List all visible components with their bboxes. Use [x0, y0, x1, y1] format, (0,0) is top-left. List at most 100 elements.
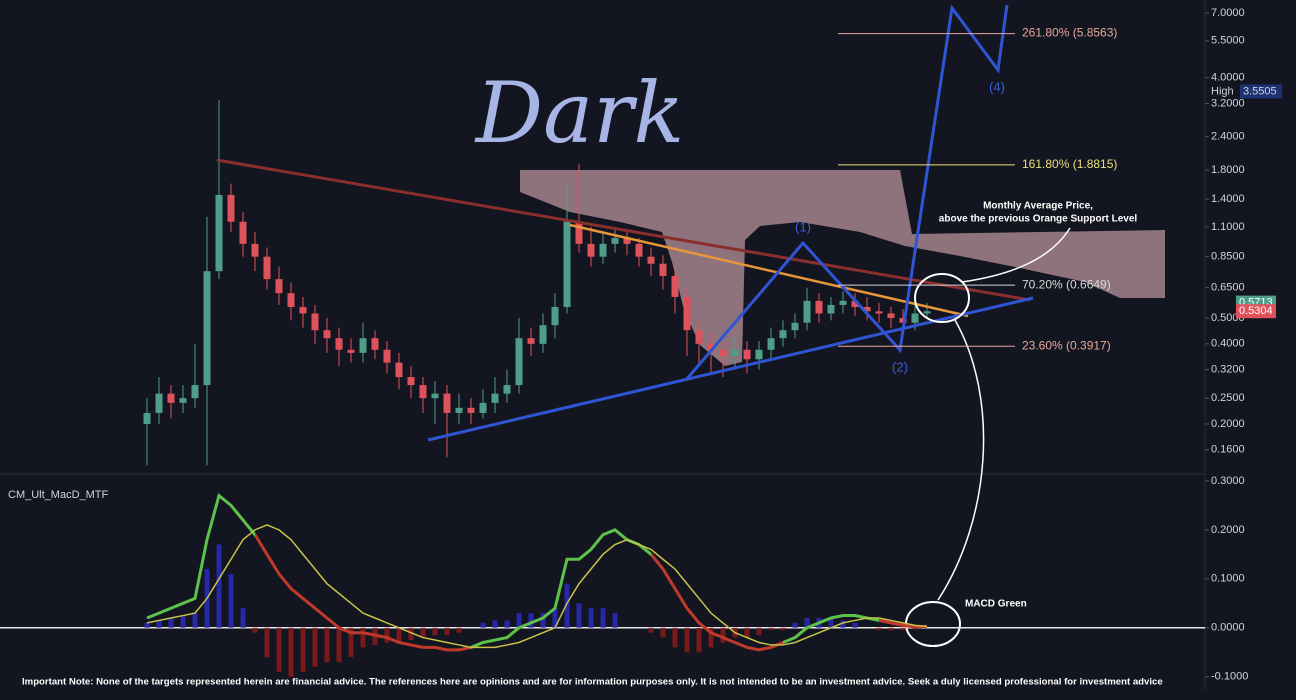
y-tick-label: 0.6500: [1211, 282, 1245, 294]
disclaimer: Important Note: None of the targets repr…: [22, 677, 1163, 688]
histogram-bar: [456, 627, 462, 633]
candle-body: [515, 338, 523, 386]
candle-body: [359, 338, 367, 353]
histogram-bar: [252, 627, 258, 633]
candle-body: [671, 275, 679, 297]
histogram-bar: [300, 627, 306, 672]
candle-body: [803, 300, 811, 323]
histogram-bar: [612, 613, 618, 628]
candle-body: [707, 343, 715, 350]
y-tick-label: 0.2000: [1211, 524, 1245, 536]
y-tick-label: 0.3000: [1211, 475, 1245, 487]
marker-box: [1236, 304, 1276, 319]
histogram-bar: [432, 627, 438, 636]
candle-body: [755, 349, 763, 360]
histogram-bar: [804, 618, 810, 628]
histogram-bar: [336, 627, 342, 663]
wave-path: [684, 4, 1009, 381]
histogram-bar: [900, 627, 906, 631]
y-tick-label: 0.2000: [1211, 418, 1245, 430]
candle-body: [647, 256, 655, 264]
candle-body: [407, 377, 415, 386]
fib-label: 23.60% (0.3917): [1022, 338, 1111, 352]
candle-body: [551, 307, 559, 326]
candle-body: [767, 338, 775, 350]
histogram-bar: [912, 627, 918, 630]
candle-body: [371, 338, 379, 350]
indicator-line: [146, 492, 928, 652]
histogram-bar: [552, 608, 558, 628]
y-tick-label: 0.4000: [1211, 338, 1245, 350]
histogram-bar: [696, 627, 702, 653]
candle-body: [155, 393, 163, 413]
candle-body: [839, 300, 847, 305]
candle-body: [623, 237, 631, 244]
histogram-bar: [648, 627, 654, 633]
y-tick-label: 0.0000: [1211, 622, 1245, 634]
y-tick-label: 0.1600: [1211, 444, 1245, 456]
histogram-bar: [492, 620, 498, 628]
candle-body: [599, 243, 607, 257]
marker-tag: [1207, 84, 1239, 99]
histogram-bar: [756, 627, 762, 636]
candle-body: [563, 221, 571, 308]
histogram-bar: [672, 627, 678, 648]
candle-body: [431, 393, 439, 399]
candle-body: [287, 293, 295, 308]
callout-circle: [914, 273, 970, 323]
candle-body: [695, 330, 703, 344]
candle-body: [335, 338, 343, 350]
annotation: above the previous Orange Support Level: [939, 214, 1138, 225]
marker-name: High: [1211, 85, 1234, 97]
marker-value: 0.5304: [1239, 305, 1273, 317]
histogram-bar: [396, 627, 402, 643]
candle-body: [299, 307, 307, 314]
candle-body: [167, 393, 175, 403]
candle-body: [179, 398, 187, 403]
candle-body: [923, 311, 931, 314]
histogram-bar: [228, 573, 234, 628]
histogram-bar: [768, 627, 774, 631]
watermark: Dark: [474, 64, 684, 162]
candle-body: [887, 313, 895, 319]
y-tick-label: 5.5000: [1211, 35, 1245, 47]
candle-body: [863, 307, 871, 312]
histogram-bar: [312, 627, 318, 667]
wave-label: (4): [989, 79, 1005, 94]
trendline: [216, 158, 1031, 302]
candle-body: [239, 221, 247, 244]
candle-body: [731, 349, 739, 357]
histogram-bar: [264, 627, 270, 658]
y-tick-label: 4.0000: [1211, 72, 1245, 84]
histogram-bar: [384, 627, 390, 643]
histogram-bar: [348, 627, 354, 658]
annotation: MACD Green: [965, 599, 1027, 610]
candle-body: [215, 194, 223, 272]
candle-body: [779, 330, 787, 339]
histogram-bar: [420, 627, 426, 638]
candle-body: [911, 313, 919, 323]
y-tick-label: 0.2500: [1211, 392, 1245, 404]
marker-box: [1240, 84, 1282, 99]
wave-label: (1): [795, 219, 811, 234]
candle-body: [383, 349, 391, 363]
cloud: [520, 170, 1165, 366]
candles: [143, 99, 931, 466]
candle-body: [491, 393, 499, 403]
trendlines: [216, 4, 1071, 647]
histogram-bar: [360, 627, 366, 648]
annotation: Monthly Average Price,: [983, 201, 1093, 212]
histogram-bar: [588, 608, 594, 628]
candle-body: [503, 385, 511, 394]
y-tick-label: 1.4000: [1211, 193, 1245, 205]
candle-body: [479, 402, 487, 413]
histogram-bar: [480, 622, 486, 628]
histogram-bar: [744, 627, 750, 638]
histogram-bar: [240, 608, 246, 628]
histogram-bar: [564, 583, 570, 628]
candle-body: [611, 237, 619, 244]
candle-body: [875, 311, 883, 314]
histogram-bar: [600, 608, 606, 628]
candle-body: [395, 362, 403, 378]
